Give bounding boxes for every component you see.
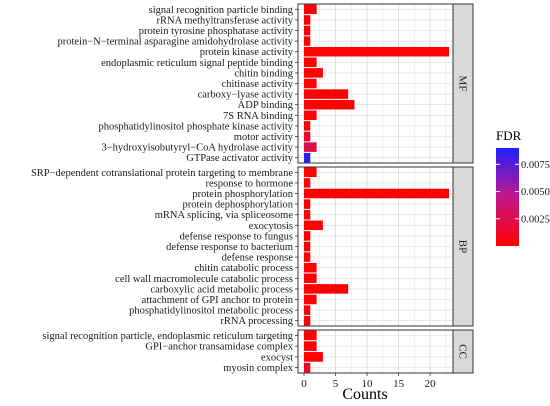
facet-strip [452, 3, 474, 164]
term-label: 3−hydroxyisobutyryl−CoA hydrolase activi… [102, 143, 294, 154]
term-label: protein dephosphorylation [182, 200, 293, 211]
term-label: protein tyrosine phosphatase activity [139, 26, 294, 37]
facet-strip [452, 329, 474, 374]
term-label: defense response [222, 253, 294, 264]
term-label: protein kinase activity [200, 47, 294, 58]
term-label: chitin catabolic process [194, 263, 293, 274]
term-label: phosphatidylinositol metabolic process [129, 306, 293, 317]
term-label: endoplasmic reticulum signal peptide bin… [101, 58, 294, 69]
term-label: protein−N−terminal asparagine amidohydro… [58, 37, 294, 48]
term-label: SRP−dependent cotranslational protein ta… [31, 168, 293, 179]
fdr-legend: FDR 0.0025 0.0050 0.0075 [496, 128, 550, 246]
legend-ticks: 0.0025 0.0050 0.0075 [496, 160, 550, 225]
term-label: chitinase activity [222, 79, 294, 90]
bar [304, 131, 311, 142]
legend-tick-label: 0.0025 [521, 214, 550, 225]
term-label: rRNA methyltransferase activity [157, 15, 294, 26]
bar [304, 341, 317, 351]
legend-colorbar [496, 148, 519, 246]
bar [304, 15, 311, 25]
bar [304, 121, 311, 131]
bar [304, 89, 349, 99]
bar [304, 199, 311, 209]
bar [304, 262, 317, 273]
bar [304, 36, 311, 46]
term-label: exocytosis [249, 221, 293, 232]
bar [304, 294, 317, 305]
bar [304, 330, 317, 341]
panel-mf: signal recognition particle bindingrRNA … [58, 3, 474, 164]
facet-label: MF [457, 76, 469, 92]
chart-panels: signal recognition particle bindingrRNA … [31, 3, 474, 374]
facet-label: BP [457, 240, 469, 253]
facet-label: CC [457, 344, 469, 359]
term-label: rRNA processing [220, 316, 293, 327]
x-tick-label: 10 [362, 378, 374, 390]
bar [304, 99, 355, 110]
bar [304, 57, 317, 68]
term-label: protein phosphorylation [192, 189, 293, 200]
bar [304, 352, 323, 362]
bar [304, 4, 317, 15]
term-label: exocyst [261, 352, 293, 363]
term-label: cell wall macromolecule catabolic proces… [115, 274, 293, 285]
term-label: carboxy−lyase activity [198, 90, 294, 101]
x-axis-label: Counts [342, 386, 387, 403]
term-label: attachment of GPI anchor to protein [142, 295, 294, 306]
bar [304, 25, 311, 36]
facet-strip [452, 166, 474, 327]
term-label: GTPase activator activity [186, 153, 293, 164]
bar [304, 78, 317, 89]
panel-cc: signal recognition particle, endoplasmic… [42, 329, 474, 374]
term-label: defense response to bacterium [166, 242, 293, 253]
bar [304, 315, 311, 326]
bar [304, 362, 311, 373]
x-tick-label: 15 [393, 378, 405, 390]
bar [304, 305, 311, 315]
bar [304, 110, 317, 121]
bar [304, 178, 311, 188]
term-label: GPI−anchor transamidase complex [145, 342, 293, 353]
bar [304, 167, 317, 178]
term-label: signal recognition particle, endoplasmic… [42, 331, 293, 342]
term-label: chitin binding [234, 68, 293, 79]
panel-bp: SRP−dependent cotranslational protein ta… [31, 166, 474, 327]
term-label: motor activity [234, 132, 294, 143]
bar [304, 142, 317, 152]
bar [304, 220, 323, 231]
term-label: carboxylic acid metabolic process [150, 284, 293, 295]
legend-tick-label: 0.0050 [521, 187, 550, 198]
x-tick-label: 20 [425, 378, 437, 390]
x-tick-label: 5 [333, 378, 339, 390]
bar [304, 252, 311, 262]
term-label: 7S RNA binding [223, 111, 294, 122]
x-axis: 0 5 10 15 20 [301, 373, 436, 390]
term-label: response to hormone [206, 178, 294, 189]
bar [304, 231, 311, 241]
bar [304, 284, 349, 294]
bar [304, 188, 449, 199]
x-tick-label: 0 [301, 378, 307, 390]
bar [304, 209, 311, 220]
bar [304, 241, 311, 252]
term-label: ADP binding [238, 100, 294, 111]
bar [304, 46, 449, 57]
bar [304, 273, 317, 284]
legend-title: FDR [496, 128, 522, 143]
bar [304, 152, 311, 163]
term-label: signal recognition particle binding [149, 5, 294, 16]
term-label: phosphatidylinositol phosphate kinase ac… [98, 121, 293, 132]
term-label: myosin complex [223, 363, 293, 374]
panel-frame [297, 329, 454, 374]
term-label: defense response to fungus [180, 231, 293, 242]
term-label: mRNA splicing, via spliceosome [155, 210, 294, 221]
legend-tick-label: 0.0075 [521, 160, 550, 171]
bar [304, 68, 323, 78]
